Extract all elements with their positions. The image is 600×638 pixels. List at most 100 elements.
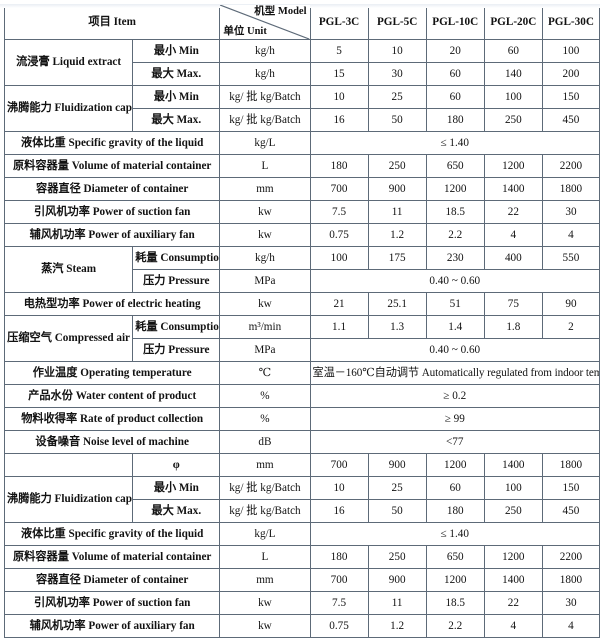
row-value-pgl-30c: 30: [541, 200, 600, 224]
row-spanned-value: 0.40 ~ 0.60: [309, 338, 600, 362]
header-item-label: 项目 Item: [3, 4, 221, 40]
row-spanned-value: ≤ 1.40: [309, 131, 600, 155]
row-value-pgl-30c: 1800: [541, 453, 600, 477]
row-sub-label: 最小 Min: [132, 85, 221, 109]
row-value-pgl-5c: 50: [367, 108, 427, 132]
row-item-label: 引风机功率 Power of suction fan: [3, 591, 221, 615]
row-value-pgl-30c: 450: [541, 499, 600, 523]
header-model-pgl-10c: PGL-10C: [425, 4, 485, 40]
table-row: 设备噪音 Noise level of machine dB <77: [3, 430, 600, 454]
row-value-pgl-20c: 22: [483, 591, 543, 615]
row-item-label: 作业温度 Operating temperature: [3, 361, 221, 385]
row-item-label: 原料容器量 Volume of material container: [3, 154, 221, 178]
row-value-pgl-30c: 4: [541, 223, 600, 247]
row-value-pgl-30c: 90: [541, 292, 600, 316]
row-sub-label: 耗量 Consumption: [132, 315, 221, 339]
row-item-label: 辅风机功率 Power of auxiliary fan: [3, 223, 221, 247]
row-sub-label: 最大 Max.: [132, 499, 221, 523]
table-row: 辅风机功率 Power of auxiliary fan kw 0.75 1.2 2.2…: [3, 614, 600, 638]
row-value-pgl-20c: 22: [483, 200, 543, 224]
row-value-pgl-30c: 150: [541, 85, 600, 109]
row-value-pgl-30c: 30: [541, 591, 600, 615]
row-value-pgl-30c: 200: [541, 62, 600, 86]
row-value-pgl-20c: 400: [483, 246, 543, 270]
table-row: 最大 Max. kg/ 批 kg/Batch 16 50 180 250 450: [5, 108, 600, 132]
table-row: 引风机功率 Power of suction fan kw 7.5 11 18.5 22 3…: [3, 200, 600, 224]
row-unit: kg/ 批 kg/Batch: [219, 108, 311, 132]
row-value-pgl-20c: 1400: [483, 453, 543, 477]
row-value-pgl-3c: 16: [309, 499, 369, 523]
row-value-pgl-5c: 11: [367, 200, 427, 224]
row-sub-label: 耗量 Consumption: [132, 246, 221, 270]
row-spanned-value: ≤ 1.40: [309, 522, 600, 546]
row-value-pgl-5c: 25.1: [367, 292, 427, 316]
row-value-pgl-3c: 180: [309, 545, 369, 569]
row-value-pgl-20c: 1200: [483, 545, 543, 569]
row-item-label: 产品水份 Water content of product: [3, 384, 221, 408]
row-value-pgl-5c: 900: [367, 568, 427, 592]
row-value-pgl-20c: 250: [483, 108, 543, 132]
row-sub-label: 压力 Pressure: [132, 269, 221, 293]
row-value-pgl-20c: 100: [483, 85, 543, 109]
row-value-pgl-10c: 180: [425, 108, 485, 132]
table-row: 液体比重 Specific gravity of the liquid kg/L ≤…: [3, 131, 600, 155]
row-item-label: 容器直径 Diameter of container: [3, 568, 221, 592]
header-model-pgl-20c: PGL-20C: [483, 4, 543, 40]
row-value-pgl-30c: 2200: [541, 545, 600, 569]
row-item-label: 沸腾能力 Fluidization capacity: [3, 85, 134, 132]
row-value-pgl-20c: 250: [483, 499, 543, 523]
row-value-pgl-5c: 11: [367, 591, 427, 615]
row-value-pgl-30c: 1800: [541, 177, 600, 201]
row-value-pgl-10c: 180: [425, 499, 485, 523]
row-value-pgl-3c: 7.5: [309, 591, 369, 615]
table-row: 压力 Pressure MPa 0.40 ~ 0.60: [5, 338, 600, 362]
row-value-pgl-30c: 550: [541, 246, 600, 270]
row-unit: mm: [219, 177, 311, 201]
table-row: 原料容器量 Volume of material container L 180 25…: [3, 154, 600, 178]
row-value-pgl-30c: 2: [541, 315, 600, 339]
row-value-pgl-5c: 30: [367, 62, 427, 86]
row-unit: MPa: [219, 338, 311, 362]
row-unit: %: [219, 384, 311, 408]
row-item-label: 容器直径 Diameter of container: [3, 177, 221, 201]
table-row: 液体比重 Specific gravity of the liquid kg/L ≤…: [3, 522, 600, 546]
row-spanned-value: ≥ 0.2: [309, 384, 600, 408]
row-value-pgl-5c: 1.3: [367, 315, 427, 339]
table-row: 作业温度 Operating temperature ℃ 室温－160℃自动调节 A…: [3, 361, 600, 385]
row-value-pgl-3c: 100: [309, 246, 369, 270]
row-value-pgl-10c: 51: [425, 292, 485, 316]
row-unit: mm: [219, 453, 311, 477]
row-value-pgl-10c: 18.5: [425, 200, 485, 224]
row-value-pgl-3c: 16: [309, 108, 369, 132]
row-value-pgl-10c: 18.5: [425, 591, 485, 615]
row-value-pgl-10c: 650: [425, 545, 485, 569]
row-value-pgl-30c: 100: [541, 39, 600, 63]
row-value-pgl-20c: 1.8: [483, 315, 543, 339]
table-row: 物料收得率 Rate of product collection% ≥ 99: [3, 407, 600, 431]
row-value-pgl-20c: 60: [483, 39, 543, 63]
row-item-label: [3, 453, 134, 477]
row-value-pgl-10c: 1.4: [425, 315, 485, 339]
row-unit: kg/ 批 kg/Batch: [219, 476, 311, 500]
row-value-pgl-20c: 1400: [483, 177, 543, 201]
row-sub-label: 最小 Min: [132, 476, 221, 500]
row-value-pgl-3c: 0.75: [309, 223, 369, 247]
row-spanned-value: ≥ 99: [309, 407, 600, 431]
row-value-pgl-3c: 21: [309, 292, 369, 316]
row-unit: kg/ 批 kg/Batch: [219, 499, 311, 523]
table-row: 压缩空气 Compressed air 耗量 Consumption m³/min 1…: [3, 315, 600, 362]
row-sub-label: φ: [132, 453, 221, 477]
row-item-label: 流浸膏 Liquid extract: [3, 39, 134, 86]
row-value-pgl-5c: 250: [367, 545, 427, 569]
row-value-pgl-20c: 1200: [483, 154, 543, 178]
header-model-pgl-30c: PGL-30C: [541, 4, 600, 40]
row-spanned-value: 室温－160℃自动调节 Automatically regulated from…: [309, 361, 600, 385]
table-body: 项目 Item 机型 Model 单位 Unit PGL-3C PGL-5C PGL-10…: [3, 4, 600, 638]
row-value-pgl-3c: 180: [309, 154, 369, 178]
row-unit: L: [219, 545, 311, 569]
row-item-label: 沸腾能力 Fluidization capacity: [3, 476, 134, 523]
row-item-label: 电热型功率 Power of electric heating: [3, 292, 221, 316]
row-unit: L: [219, 154, 311, 178]
